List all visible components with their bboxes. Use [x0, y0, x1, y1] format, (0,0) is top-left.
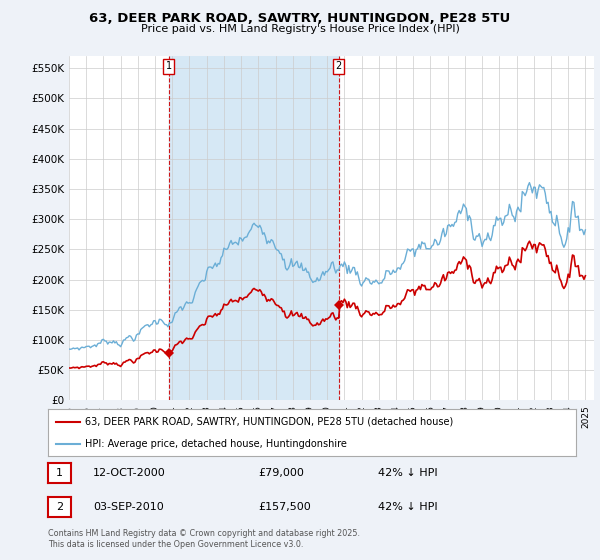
Text: 63, DEER PARK ROAD, SAWTRY, HUNTINGDON, PE28 5TU (detached house): 63, DEER PARK ROAD, SAWTRY, HUNTINGDON, … — [85, 417, 453, 427]
Text: £79,000: £79,000 — [258, 468, 304, 478]
Text: 2: 2 — [56, 502, 63, 512]
Text: £157,500: £157,500 — [258, 502, 311, 512]
Text: Price paid vs. HM Land Registry's House Price Index (HPI): Price paid vs. HM Land Registry's House … — [140, 24, 460, 34]
Text: 2: 2 — [335, 61, 342, 71]
Text: 63, DEER PARK ROAD, SAWTRY, HUNTINGDON, PE28 5TU: 63, DEER PARK ROAD, SAWTRY, HUNTINGDON, … — [89, 12, 511, 25]
Bar — [169, 56, 339, 400]
Text: 42% ↓ HPI: 42% ↓ HPI — [378, 468, 437, 478]
Text: 1: 1 — [166, 61, 172, 71]
Text: 42% ↓ HPI: 42% ↓ HPI — [378, 502, 437, 512]
Text: 1: 1 — [56, 468, 63, 478]
Text: HPI: Average price, detached house, Huntingdonshire: HPI: Average price, detached house, Hunt… — [85, 438, 347, 449]
Text: Contains HM Land Registry data © Crown copyright and database right 2025.
This d: Contains HM Land Registry data © Crown c… — [48, 529, 360, 549]
Text: 03-SEP-2010: 03-SEP-2010 — [93, 502, 164, 512]
Text: 12-OCT-2000: 12-OCT-2000 — [93, 468, 166, 478]
